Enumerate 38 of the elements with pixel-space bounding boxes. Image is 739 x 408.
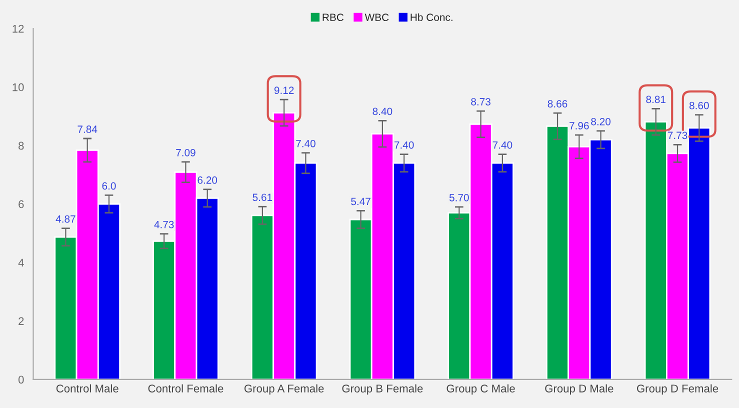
data-label: 8.60 [689, 102, 709, 110]
y-tick-label: 12 [12, 24, 24, 33]
x-tick-label: Control Female [148, 384, 224, 392]
data-label: 7.40 [296, 140, 316, 148]
x-tick-label: Control Male [56, 384, 118, 392]
y-tick-label: 4 [18, 258, 24, 267]
data-label: 7.96 [570, 122, 589, 130]
y-tick-label: 0 [18, 376, 24, 384]
data-label: 7.40 [394, 141, 414, 149]
data-label: 7.73 [668, 132, 688, 140]
legend-label: WBC [364, 14, 389, 22]
data-label: 5.61 [252, 194, 272, 202]
data-label: 6.20 [198, 176, 218, 184]
data-label: 8.81 [646, 96, 666, 104]
x-tick-label: Group B Female [342, 384, 423, 395]
data-label: 7.09 [176, 148, 196, 156]
x-tick-label: Group A Female [244, 384, 324, 395]
x-tick-label: Group C Male [446, 384, 515, 395]
data-label: 9.12 [274, 86, 294, 94]
data-label: 4.87 [56, 215, 76, 223]
data-label: 8.20 [591, 118, 611, 126]
x-tick-label: Group D Male [545, 384, 614, 395]
data-label: 8.66 [548, 100, 568, 108]
y-tick-label: 8 [18, 142, 24, 150]
y-tick-label: 10 [12, 83, 24, 92]
y-tick-label: 2 [18, 317, 24, 325]
data-label: 6.0 [102, 182, 116, 190]
data-label: 4.73 [154, 220, 174, 228]
data-label: 5.70 [449, 194, 469, 202]
y-tick-label: 6 [18, 200, 24, 208]
data-label: 7.40 [492, 141, 512, 149]
legend-label: RBC [322, 14, 344, 22]
data-label: 5.47 [351, 198, 370, 206]
legend-label: Hb Conc. [410, 13, 452, 22]
data-label: 7.84 [78, 126, 98, 133]
x-tick-label: Group D Female [637, 384, 718, 395]
data-label: 8.40 [372, 108, 392, 116]
data-label: 8.73 [471, 98, 490, 106]
